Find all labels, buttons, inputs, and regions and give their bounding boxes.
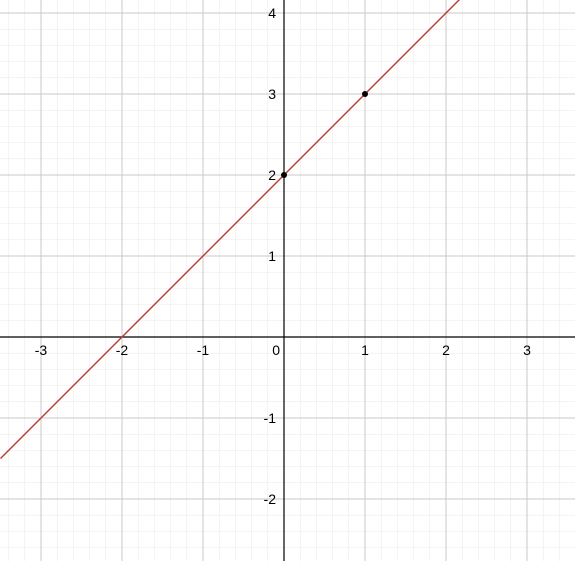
data-point <box>281 172 287 178</box>
x-tick-label: 2 <box>442 342 450 358</box>
x-tick-label: 0 <box>272 342 280 358</box>
chart-background <box>0 0 575 561</box>
data-point <box>362 91 368 97</box>
x-tick-label: 3 <box>523 342 531 358</box>
y-tick-label: -2 <box>264 491 277 507</box>
x-tick-label: -1 <box>197 342 210 358</box>
y-tick-label: 4 <box>268 5 276 21</box>
graph-svg: -3-2-10123-3-2-11234 <box>0 0 575 561</box>
y-tick-label: 1 <box>268 248 276 264</box>
y-tick-label: 3 <box>268 86 276 102</box>
y-tick-label: 2 <box>268 167 276 183</box>
x-tick-label: -2 <box>116 342 129 358</box>
coordinate-graph: -3-2-10123-3-2-11234 <box>0 0 575 561</box>
x-tick-label: 1 <box>361 342 369 358</box>
x-tick-label: -3 <box>35 342 48 358</box>
y-tick-label: -1 <box>264 410 277 426</box>
